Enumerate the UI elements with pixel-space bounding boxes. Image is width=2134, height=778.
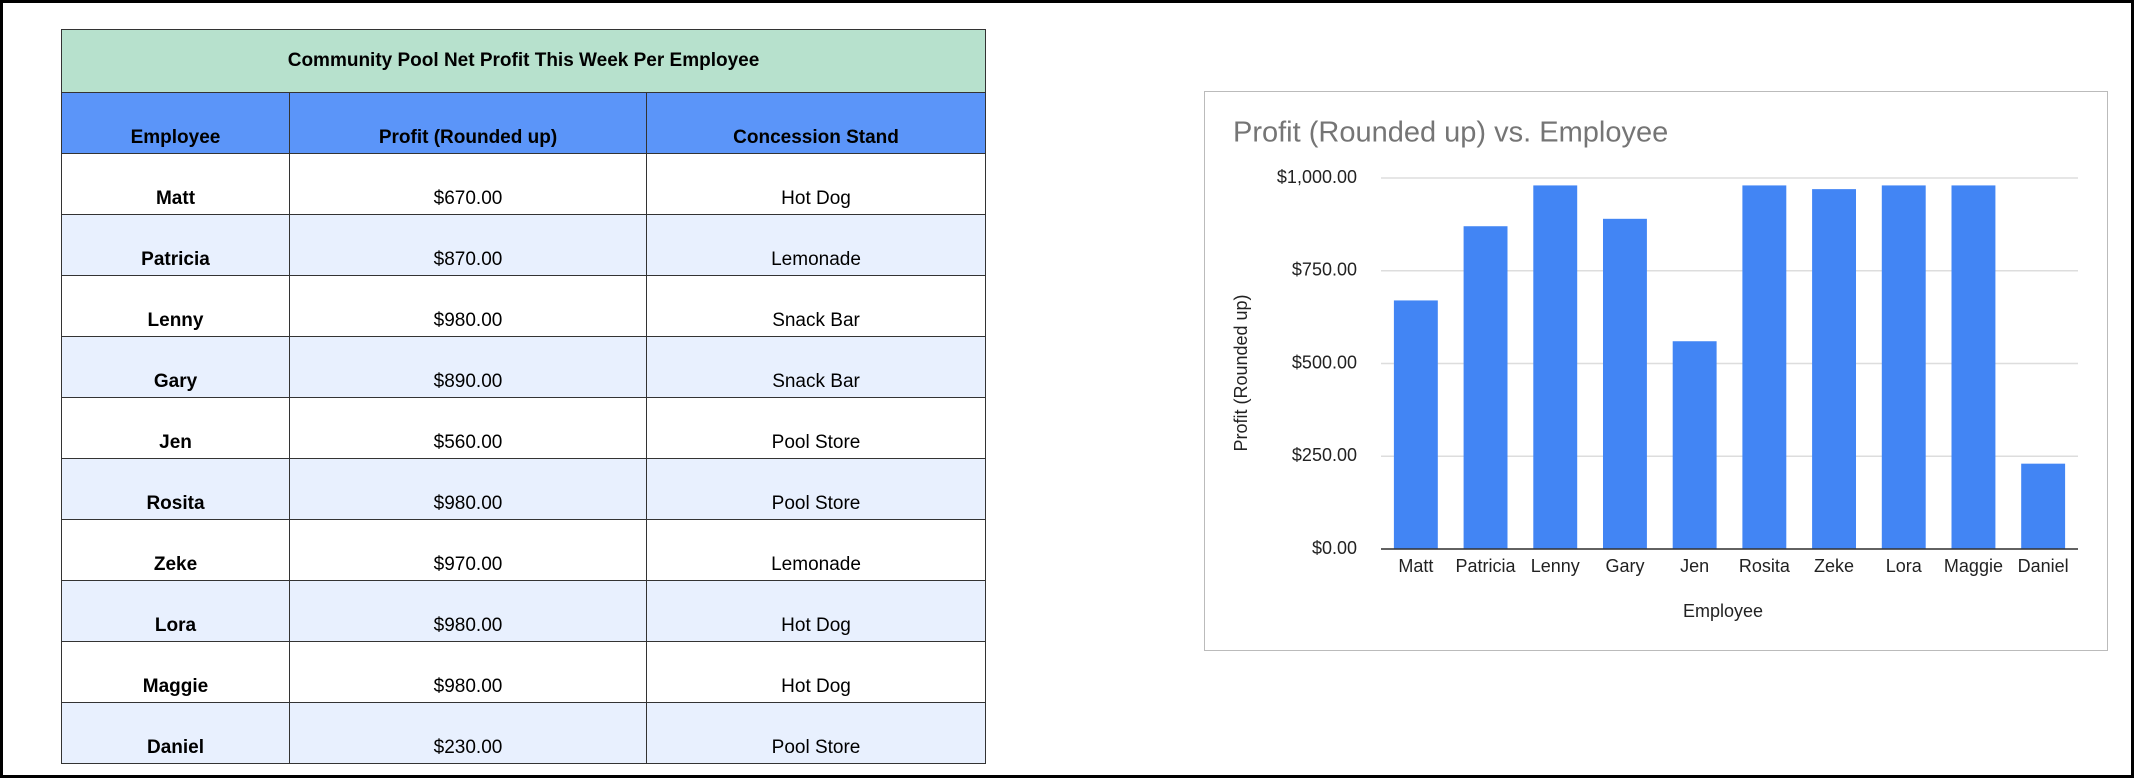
table-cell: $980.00	[289, 458, 647, 520]
bar	[2021, 463, 2066, 549]
table-cell: Hot Dog	[645, 153, 987, 215]
table-cell: $980.00	[289, 275, 647, 337]
y-tick-label: $1,000.00	[1277, 167, 1357, 187]
chart: Profit (Rounded up) vs. Employee Employe…	[1204, 91, 2108, 651]
table-row: Lenny $980.00 Snack Bar	[61, 275, 987, 337]
table-cell: Hot Dog	[645, 641, 987, 703]
table-cell: Pool Store	[645, 458, 987, 520]
table-cell: Pool Store	[645, 702, 987, 764]
y-tick-label: $750.00	[1292, 260, 1357, 280]
header-cell: Employee	[61, 92, 290, 154]
bar	[1463, 226, 1508, 550]
x-tick-label: Zeke	[1814, 556, 1854, 576]
table-row: Jen $560.00 Pool Store	[61, 397, 987, 459]
x-tick-label: Lenny	[1531, 556, 1580, 576]
table-cell: Lenny	[61, 275, 290, 337]
table-cell: Jen	[61, 397, 290, 459]
bar	[1602, 218, 1647, 549]
table-cell: Hot Dog	[645, 580, 987, 642]
profit-table: Community Pool Net Profit This Week Per …	[60, 29, 987, 764]
x-tick-label: Lora	[1886, 556, 1923, 576]
bar	[1742, 185, 1787, 550]
table-cell: Zeke	[61, 519, 290, 581]
table-title: Community Pool Net Profit This Week Per …	[60, 29, 987, 93]
table-cell: Pool Store	[645, 397, 987, 459]
y-tick-label: $250.00	[1292, 445, 1357, 465]
table-cell: Gary	[61, 336, 290, 398]
table-cell: $560.00	[289, 397, 647, 459]
bar	[1881, 185, 1926, 550]
table-cell: Rosita	[61, 458, 290, 520]
table-row: Maggie $980.00 Hot Dog	[61, 641, 987, 703]
table-row: Patricia $870.00 Lemonade	[61, 214, 987, 276]
table-cell: Lemonade	[645, 214, 987, 276]
table-row: Matt $670.00 Hot Dog	[61, 153, 987, 215]
table-cell: Lora	[61, 580, 290, 642]
table-cell: $980.00	[289, 580, 647, 642]
y-axis-title: Profit (Rounded up)	[1231, 294, 1251, 451]
table-cell: Matt	[61, 153, 290, 215]
table-row: Lora $980.00 Hot Dog	[61, 580, 987, 642]
table-cell: $890.00	[289, 336, 647, 398]
table-cell: Patricia	[61, 214, 290, 276]
header-row: Employee Profit (Rounded up) Concession St…	[61, 92, 987, 154]
table-cell: $870.00	[289, 214, 647, 276]
bar	[1812, 189, 1857, 549]
table-cell: $970.00	[289, 519, 647, 581]
table-cell: $230.00	[289, 702, 647, 764]
table-cell: $670.00	[289, 153, 647, 215]
x-tick-label: Gary	[1605, 556, 1644, 576]
table-cell: Snack Bar	[645, 336, 987, 398]
table-cell: $980.00	[289, 641, 647, 703]
x-tick-label: Patricia	[1456, 556, 1517, 576]
table-row: Daniel $230.00 Pool Store	[61, 702, 987, 764]
bar	[1951, 185, 1996, 550]
table-row: Zeke $970.00 Lemonade	[61, 519, 987, 581]
header-cell: Concession Stand	[645, 92, 987, 154]
bar	[1393, 300, 1438, 549]
x-tick-label: Rosita	[1739, 556, 1791, 576]
y-tick-label: $500.00	[1292, 352, 1357, 372]
x-tick-label: Matt	[1398, 556, 1433, 576]
x-tick-label: Daniel	[2018, 556, 2069, 576]
bar	[1533, 185, 1578, 550]
y-tick-label: $0.00	[1312, 538, 1357, 558]
table-cell: Lemonade	[645, 519, 987, 581]
x-axis-title: Employee	[1683, 601, 1763, 621]
table-cell: Maggie	[61, 641, 290, 703]
table-row: Rosita $980.00 Pool Store	[61, 458, 987, 520]
chart-title: Profit (Rounded up) vs. Employee	[1233, 117, 1668, 149]
table-cell: Daniel	[61, 702, 290, 764]
table-cell: Snack Bar	[645, 275, 987, 337]
x-tick-label: Jen	[1680, 556, 1709, 576]
bar	[1672, 341, 1717, 549]
table-row: Gary $890.00 Snack Bar	[61, 336, 987, 398]
header-cell: Profit (Rounded up)	[289, 92, 647, 154]
x-tick-label: Maggie	[1944, 556, 2003, 576]
